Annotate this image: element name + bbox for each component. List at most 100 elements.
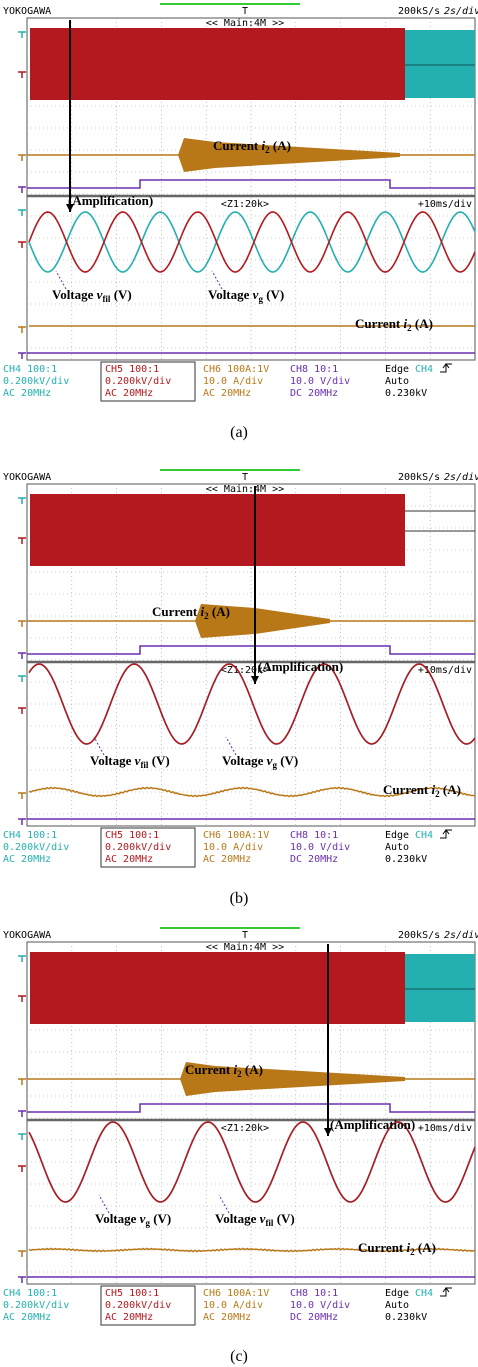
channel-marker	[18, 653, 26, 659]
annotation: Voltage vfil (V)	[52, 287, 132, 304]
brand: YOKOGAWA	[3, 472, 51, 483]
channel-marker	[18, 956, 26, 962]
annotation-text: Current	[355, 316, 404, 331]
main-label: << Main:4M >>	[206, 18, 284, 29]
annotation-text: Voltage	[215, 1211, 260, 1226]
annotation-unit: (V)	[150, 1211, 171, 1226]
annotation: Current i2 (A)	[358, 1240, 436, 1257]
timebase: 2s/div	[444, 472, 478, 483]
channel-setting: CH4 100:1	[3, 830, 57, 841]
channel-setting: 10.0 A/div	[203, 376, 263, 387]
scope-panel: YOKOGAWA T 200kS/s 2s/div << Main:4M >> <Z1:2…	[3, 928, 478, 1365]
caption: (c)	[230, 1348, 248, 1365]
channel-setting: AC 20MHz	[105, 854, 153, 865]
channel-setting: 10.0 V/div	[290, 376, 350, 387]
channel-setting: AC 20MHz	[203, 1312, 251, 1323]
annotation: Voltage vg (V)	[208, 287, 284, 304]
voltage-block	[30, 494, 405, 566]
channel-marker	[18, 996, 26, 1002]
annotation-unit: (A)	[242, 1062, 263, 1077]
zoom-timebase: +10ms/div	[418, 199, 472, 210]
figure: YOKOGAWA T 200kS/s 2s/div << Main:4M >> <Z1:2…	[0, 0, 478, 1367]
channel-setting: CH6 100A:1V	[203, 830, 269, 841]
channel-marker	[18, 621, 26, 627]
channel-marker	[18, 210, 26, 216]
channel-marker	[18, 708, 26, 714]
annotation-unit: (V)	[273, 1211, 294, 1226]
channel-marker	[18, 353, 26, 359]
channel-marker	[18, 72, 26, 78]
channel-setting: AC 20MHz	[105, 1312, 153, 1323]
trigger-mark: T	[242, 472, 248, 483]
annotation: (Amplification)	[68, 193, 153, 208]
annotation-unit: (V)	[277, 753, 298, 768]
trigger-source: CH4	[415, 830, 433, 841]
sample-rate: 200kS/s	[398, 930, 440, 941]
voltage-block	[30, 952, 405, 1024]
annotation: Current i2 (A)	[383, 782, 461, 799]
zoom-label: <Z1:20k>	[221, 199, 269, 210]
channel-setting: CH6 100A:1V	[203, 364, 269, 375]
channel-marker	[18, 1079, 26, 1085]
trigger-level-mode: Auto	[385, 1300, 409, 1311]
channel-setting: 10.0 A/div	[203, 842, 263, 853]
trigger-edge-icon	[440, 1288, 452, 1296]
channel-setting: 0.200kV/div	[3, 842, 69, 853]
trigger-edge-icon	[440, 830, 452, 838]
channel-setting: CH8 10:1	[290, 1288, 338, 1299]
voltage-block	[30, 28, 405, 100]
channel-setting: CH5 100:1	[105, 364, 159, 375]
channel-setting: 0.200kV/div	[105, 1300, 171, 1311]
channel-setting: 0.200kV/div	[105, 376, 171, 387]
trigger-level: 0.230kV	[385, 388, 427, 399]
channel-marker	[18, 155, 26, 161]
brand: YOKOGAWA	[3, 6, 51, 17]
voltage-tail	[405, 954, 475, 1022]
main-label: << Main:4M >>	[206, 942, 284, 953]
annotation-text: Voltage	[52, 287, 97, 302]
annotation-unit: (A)	[412, 316, 433, 331]
scope-panel: YOKOGAWAT200kS/s2s/div<< Main:4M >><Z1:2…	[3, 470, 478, 907]
brand: YOKOGAWA	[3, 930, 51, 941]
channel-marker	[18, 1166, 26, 1172]
annotation-text: Voltage	[208, 287, 253, 302]
zoom-label: <Z1:20k>	[221, 1123, 269, 1134]
channel-setting: CH5 100:1	[105, 830, 159, 841]
channel-setting: CH4 100:1	[3, 364, 57, 375]
timebase: 2s/div	[444, 930, 478, 941]
channel-setting: CH4 100:1	[3, 1288, 57, 1299]
channel-setting: DC 20MHz	[290, 388, 338, 399]
channel-setting: AC 20MHz	[3, 388, 51, 399]
channel-setting: 10.0 V/div	[290, 842, 350, 853]
annotation-unit: (V)	[110, 287, 131, 302]
trigger-level: 0.230kV	[385, 1312, 427, 1323]
trigger-mode: Edge	[385, 830, 409, 841]
annotation: Voltage vg (V)	[222, 753, 298, 770]
sample-rate: 200kS/s	[398, 6, 440, 17]
annotation: Current i2 (A)	[185, 1062, 263, 1079]
channel-setting: AC 20MHz	[203, 854, 251, 865]
annotation-unit: (A)	[415, 1240, 436, 1255]
channel-setting: CH8 10:1	[290, 364, 338, 375]
channel-marker	[18, 1111, 26, 1117]
channel-setting: DC 20MHz	[290, 1312, 338, 1323]
annotation-text: Current	[383, 782, 432, 797]
channel-marker	[18, 187, 26, 193]
channel-setting: 10.0 A/div	[203, 1300, 263, 1311]
channel-setting: 10.0 V/div	[290, 1300, 350, 1311]
channel-marker	[18, 32, 26, 38]
annotation-text: (Amplification)	[68, 193, 153, 208]
trigger-mode: Edge	[385, 364, 409, 375]
timebase: 2s/div	[444, 6, 478, 17]
trigger-mark: T	[242, 930, 248, 941]
annotation-text: (Amplification)	[258, 659, 343, 674]
trigger-source: CH4	[415, 1288, 433, 1299]
trigger-mode: Edge	[385, 1288, 409, 1299]
channel-marker	[18, 1277, 26, 1283]
annotation: Voltage vg (V)	[95, 1211, 171, 1228]
channel-setting: CH6 100A:1V	[203, 1288, 269, 1299]
main-label: << Main:4M >>	[206, 484, 284, 495]
channel-setting: DC 20MHz	[290, 854, 338, 865]
channel-setting: AC 20MHz	[3, 1312, 51, 1323]
